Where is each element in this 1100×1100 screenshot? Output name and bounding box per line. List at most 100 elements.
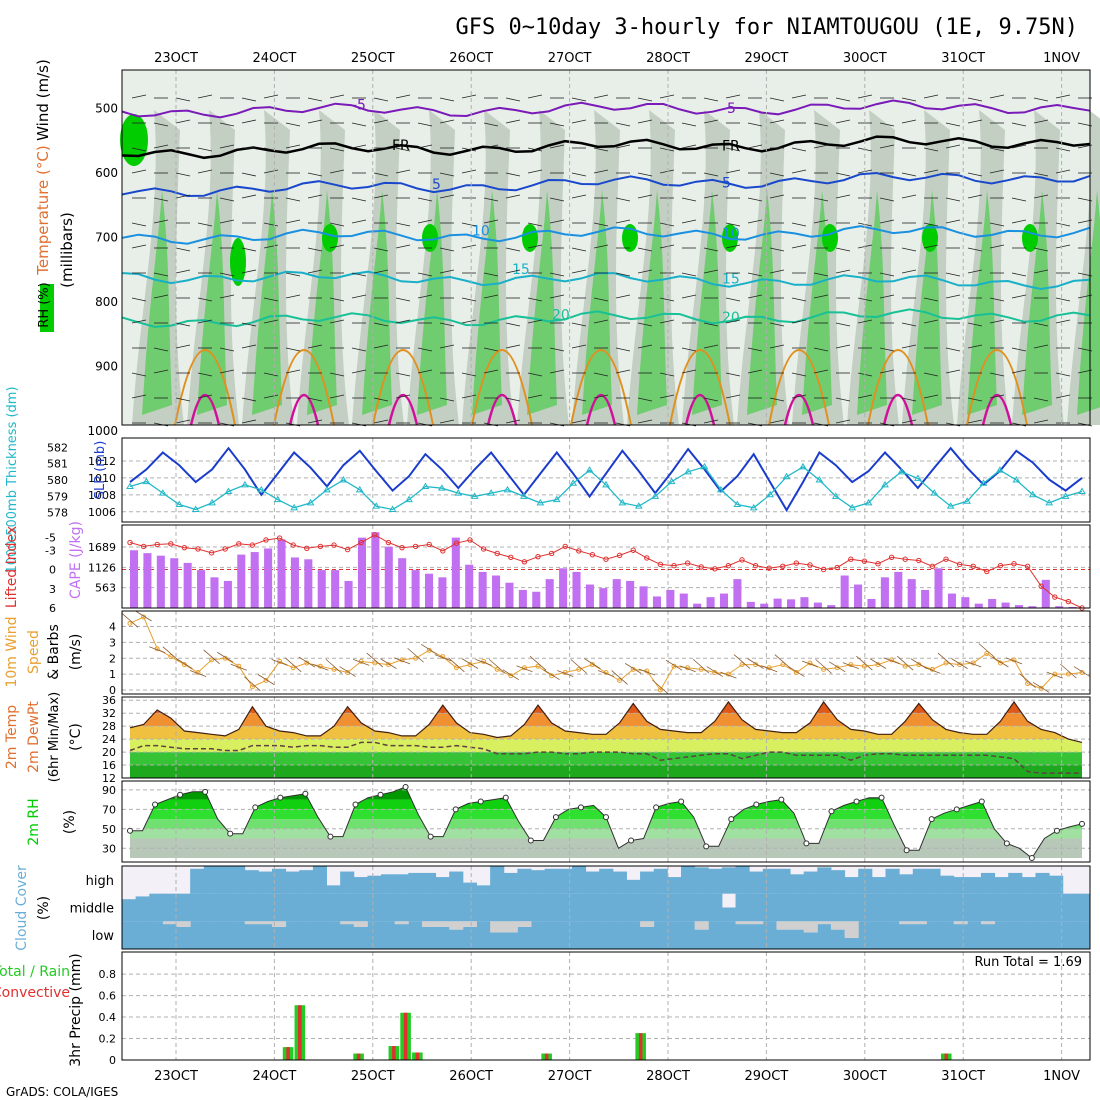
low-gap [258,921,273,925]
wind-barb [896,655,914,671]
thickness-point [618,498,627,506]
rh-point [703,843,710,850]
wind-barb [791,297,807,302]
wind-barb [791,169,807,174]
wind-barb [615,122,631,127]
cloud-bar [203,893,218,922]
wind-barb [769,194,785,199]
time-tick-bottom: 27OCT [548,1069,592,1084]
wind-barb [989,394,1005,399]
wind-tick: 3 [109,636,116,649]
wind-barb [681,272,697,277]
wind-barb [597,670,615,677]
wind-barb [1011,122,1027,127]
hot-contour [684,393,716,426]
wind-barb [967,172,983,177]
wind-barb [502,669,520,681]
wind-barb [835,322,851,327]
wind-barb [791,394,807,399]
wind-barb [329,372,345,377]
wind-barb [901,119,917,124]
isotherm-line [121,99,1091,119]
wind-barb [1011,272,1027,277]
cloud-bar [899,893,914,922]
wind-speed-point [209,657,215,663]
cape-bar [532,591,541,608]
wind-barb [1011,347,1027,352]
wind-barb [923,244,939,249]
wind-barb [967,247,983,252]
wind-barb [1033,397,1049,402]
lifted-index-point [956,561,963,568]
cloud-bar [435,926,450,949]
cloud-bar [667,921,682,949]
thickness-point [569,479,578,486]
wind-barb [967,97,983,102]
cloud-bar [299,870,314,894]
cloud-bar [749,871,764,894]
lifted-index-point [385,539,392,546]
lifted-index-point [1052,594,1058,600]
thickness-point [1078,487,1086,494]
cloud-bar [544,868,559,894]
wind-barb [241,247,257,252]
cloud-bar [476,921,491,949]
wind-barb [747,144,763,149]
cloud-bar [776,929,791,949]
rh-point [1028,855,1035,861]
wind-barb [131,244,147,249]
thickness-point [864,498,873,506]
lifted-index-point [793,560,800,566]
wind-barb [197,372,213,377]
wind-barb [329,297,345,302]
temp-tick: 28 [102,720,116,733]
rh-point [427,833,434,840]
rh-point [402,783,409,790]
precip-frame [121,951,1091,1061]
slp-frame [121,437,1091,523]
pressure-tick-label: 1000 [87,424,118,438]
cape-bar [947,593,956,608]
rh-point [653,804,660,811]
cloud-bar [326,893,341,922]
wind-barb [353,659,370,666]
wind-barb [285,369,301,374]
lifted-index-point [276,535,283,541]
wind-barb [681,144,697,149]
wind-barb [461,394,477,399]
wind-barb [505,172,521,177]
cloud-bar [694,867,709,894]
wind-barb [417,122,433,127]
lifted-index-point [997,562,1004,569]
wind-barb [923,297,939,302]
cape-bar [733,579,742,608]
wind-barb [910,658,928,669]
cape-bar [344,580,353,608]
cloud-bar [790,874,805,894]
rh-band-moist [1022,190,1052,415]
cape-bar [317,570,326,608]
warm-contour [471,349,533,426]
wind-barb [505,194,521,199]
wind-barb [393,657,411,665]
cloud-bar [1076,893,1091,922]
time-tick-bottom: 30OCT [843,1069,887,1084]
cloud-bar [135,896,150,922]
wind-barb [945,144,961,149]
cape-bar [237,554,246,608]
time-tick-top: 29OCT [745,51,789,66]
thickness-point [372,502,381,509]
lifted-index-point [943,556,949,562]
wind-barb [417,197,433,202]
wind-barb [505,322,521,327]
wind-barb [175,397,191,402]
cape-bar [585,584,594,608]
cloud-bar [190,868,205,894]
rh-tick: 90 [102,784,116,797]
precip-tick: 0.2 [99,1033,117,1046]
wind-speed-point [249,684,255,690]
upper-ylabel-temp: Temperature (°C) [34,145,52,275]
wind-barb [439,344,455,349]
wind-barb [659,297,675,302]
cloud-bar [190,921,205,949]
